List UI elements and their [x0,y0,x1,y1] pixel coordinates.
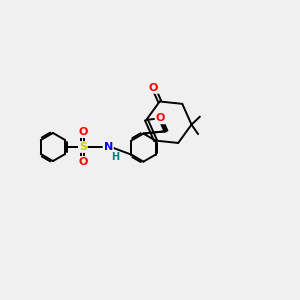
Text: O: O [78,127,88,137]
Text: O: O [78,157,88,167]
Text: N: N [103,142,113,152]
Text: S: S [79,142,87,152]
Text: H: H [111,152,119,163]
Text: O: O [149,83,158,93]
Text: O: O [156,113,165,123]
